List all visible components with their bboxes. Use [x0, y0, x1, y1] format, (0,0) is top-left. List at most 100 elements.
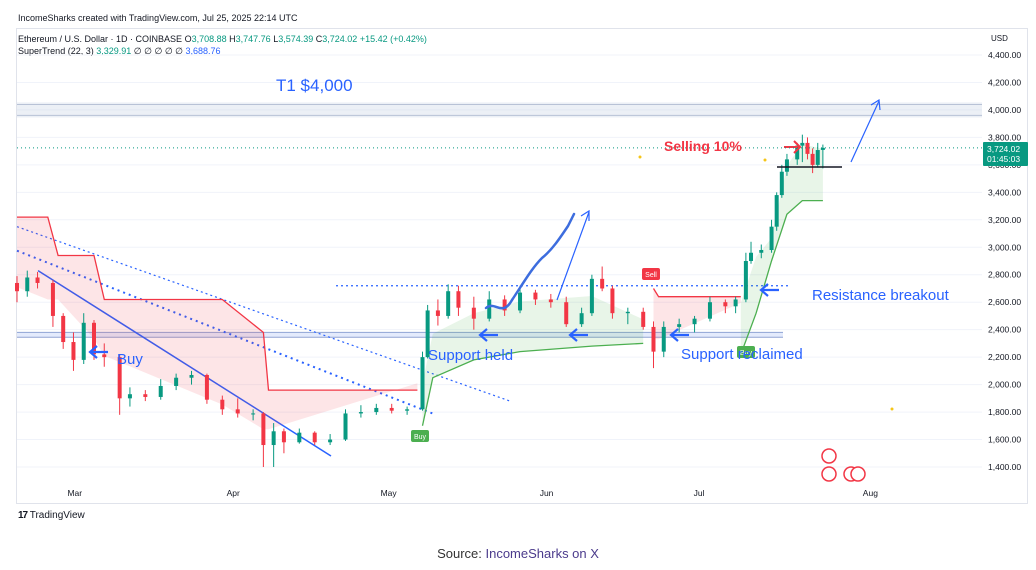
- symbol-legend: Ethereum / U.S. Dollar · 1D · COINBASE O…: [18, 34, 427, 44]
- candle-body: [769, 226, 774, 251]
- t1-target-label: T1 $4,000: [276, 76, 353, 95]
- candle: [374, 403, 379, 415]
- support-held-arrow-head: [478, 328, 488, 342]
- resistance-breakout-label: Resistance breakout: [812, 287, 949, 304]
- candle: [733, 296, 738, 314]
- candle: [71, 332, 76, 371]
- candle-body: [759, 250, 764, 253]
- sell-signal-tag-text: Sell: [645, 272, 657, 279]
- y-tick-label: 2,000.00: [988, 380, 1021, 390]
- candle-body: [35, 277, 40, 283]
- candle-body: [358, 412, 363, 414]
- candle: [235, 398, 240, 418]
- candle-body: [81, 322, 86, 360]
- tradingview-logo[interactable]: 17 TradingView: [18, 510, 85, 521]
- candle-body: [784, 159, 789, 172]
- candle-body: [389, 407, 394, 411]
- candle: [471, 296, 476, 330]
- candle-body: [25, 277, 30, 292]
- candle-body: [564, 302, 569, 325]
- candle-body: [61, 315, 66, 343]
- y-tick-label: 4,200.00: [988, 77, 1021, 87]
- candle-body: [820, 147, 825, 150]
- candle-body: [420, 357, 425, 410]
- candle: [743, 252, 748, 303]
- candle-body: [502, 299, 507, 311]
- indicator-value: 3,329.91: [96, 46, 132, 56]
- y-tick-label: 3,200.00: [988, 215, 1021, 225]
- candle: [820, 144, 825, 169]
- candle: [328, 434, 333, 446]
- y-tick-label: 4,000.00: [988, 105, 1021, 115]
- candle-body: [651, 326, 656, 352]
- support-reclaimed-arrow-head: [669, 328, 679, 342]
- candle-body: [733, 299, 738, 307]
- candle-body: [15, 282, 19, 292]
- support-zone: [17, 332, 783, 338]
- buy-arrow-head: [88, 345, 98, 359]
- buy-signal-tag-1: [411, 430, 429, 442]
- candle: [435, 299, 440, 326]
- logo-text: TradingView: [29, 510, 85, 521]
- supertrend-up-fill-1: [422, 296, 644, 426]
- supertrend-down-fill-2: [653, 288, 741, 340]
- buy-signal-tag-2-text: Buy: [740, 350, 753, 357]
- candle-body: [456, 291, 461, 308]
- supertrend-down-line: [17, 216, 418, 391]
- candle: [692, 315, 697, 333]
- candle: [749, 241, 754, 264]
- created-by-text: IncomeSharks created with TradingView.co…: [18, 13, 298, 23]
- symbol-name: Ethereum / U.S. Dollar · 1D · COINBASE: [18, 34, 183, 44]
- candle-body: [405, 409, 410, 411]
- currency-label: USD: [991, 34, 1008, 43]
- candle: [769, 219, 774, 253]
- candle-body: [661, 326, 666, 352]
- y-tick-label: 2,600.00: [988, 297, 1021, 307]
- candle: [343, 409, 348, 441]
- supertrend-up-line-2: [740, 199, 823, 355]
- ohlc-close: 3,724.02: [322, 34, 358, 44]
- indicator-nulls: ∅ ∅ ∅ ∅ ∅: [133, 46, 183, 56]
- source-prefix: Source:: [437, 546, 486, 561]
- y-tick-label: 3,000.00: [988, 242, 1021, 252]
- y-tick-label: 3,800.00: [988, 132, 1021, 142]
- candle: [420, 351, 425, 411]
- marker-dot: [638, 155, 642, 159]
- source-link[interactable]: IncomeSharks on X: [485, 546, 599, 561]
- candle: [661, 321, 666, 358]
- support-reclaimed-label: Support reclaimed: [681, 346, 803, 363]
- candle: [774, 192, 779, 231]
- candle: [610, 285, 615, 319]
- price-tag-countdown: 01:45:03: [987, 154, 1020, 164]
- candle: [533, 289, 538, 305]
- candle: [102, 343, 107, 367]
- candle: [564, 296, 569, 327]
- candle-body: [743, 261, 748, 300]
- y-tick-label: 1,600.00: [988, 435, 1021, 445]
- y-tick-label: 2,200.00: [988, 352, 1021, 362]
- candle: [25, 270, 30, 297]
- candle: [651, 321, 656, 369]
- y-tick-label: 2,800.00: [988, 270, 1021, 280]
- supertrend-down-fill: [17, 217, 418, 430]
- candle-body: [749, 252, 754, 261]
- candle-body: [810, 153, 815, 165]
- candle-body: [815, 150, 820, 165]
- candle-body: [374, 407, 379, 413]
- candle: [271, 423, 276, 467]
- buy-signal-tag-1-text: Buy: [414, 434, 427, 441]
- candle: [800, 134, 805, 163]
- candle: [641, 307, 646, 330]
- selling-label: Selling 10%: [664, 138, 742, 154]
- sell-signal-tag: [642, 268, 660, 280]
- buy-signal-tag-2: [737, 346, 755, 358]
- candle-body: [774, 195, 779, 227]
- candle-body: [297, 432, 302, 443]
- candle: [677, 318, 682, 333]
- candle: [425, 304, 430, 359]
- candle-body: [548, 299, 553, 303]
- y-tick-label: 3,400.00: [988, 187, 1021, 197]
- candle: [707, 296, 712, 322]
- candle-body: [625, 311, 630, 314]
